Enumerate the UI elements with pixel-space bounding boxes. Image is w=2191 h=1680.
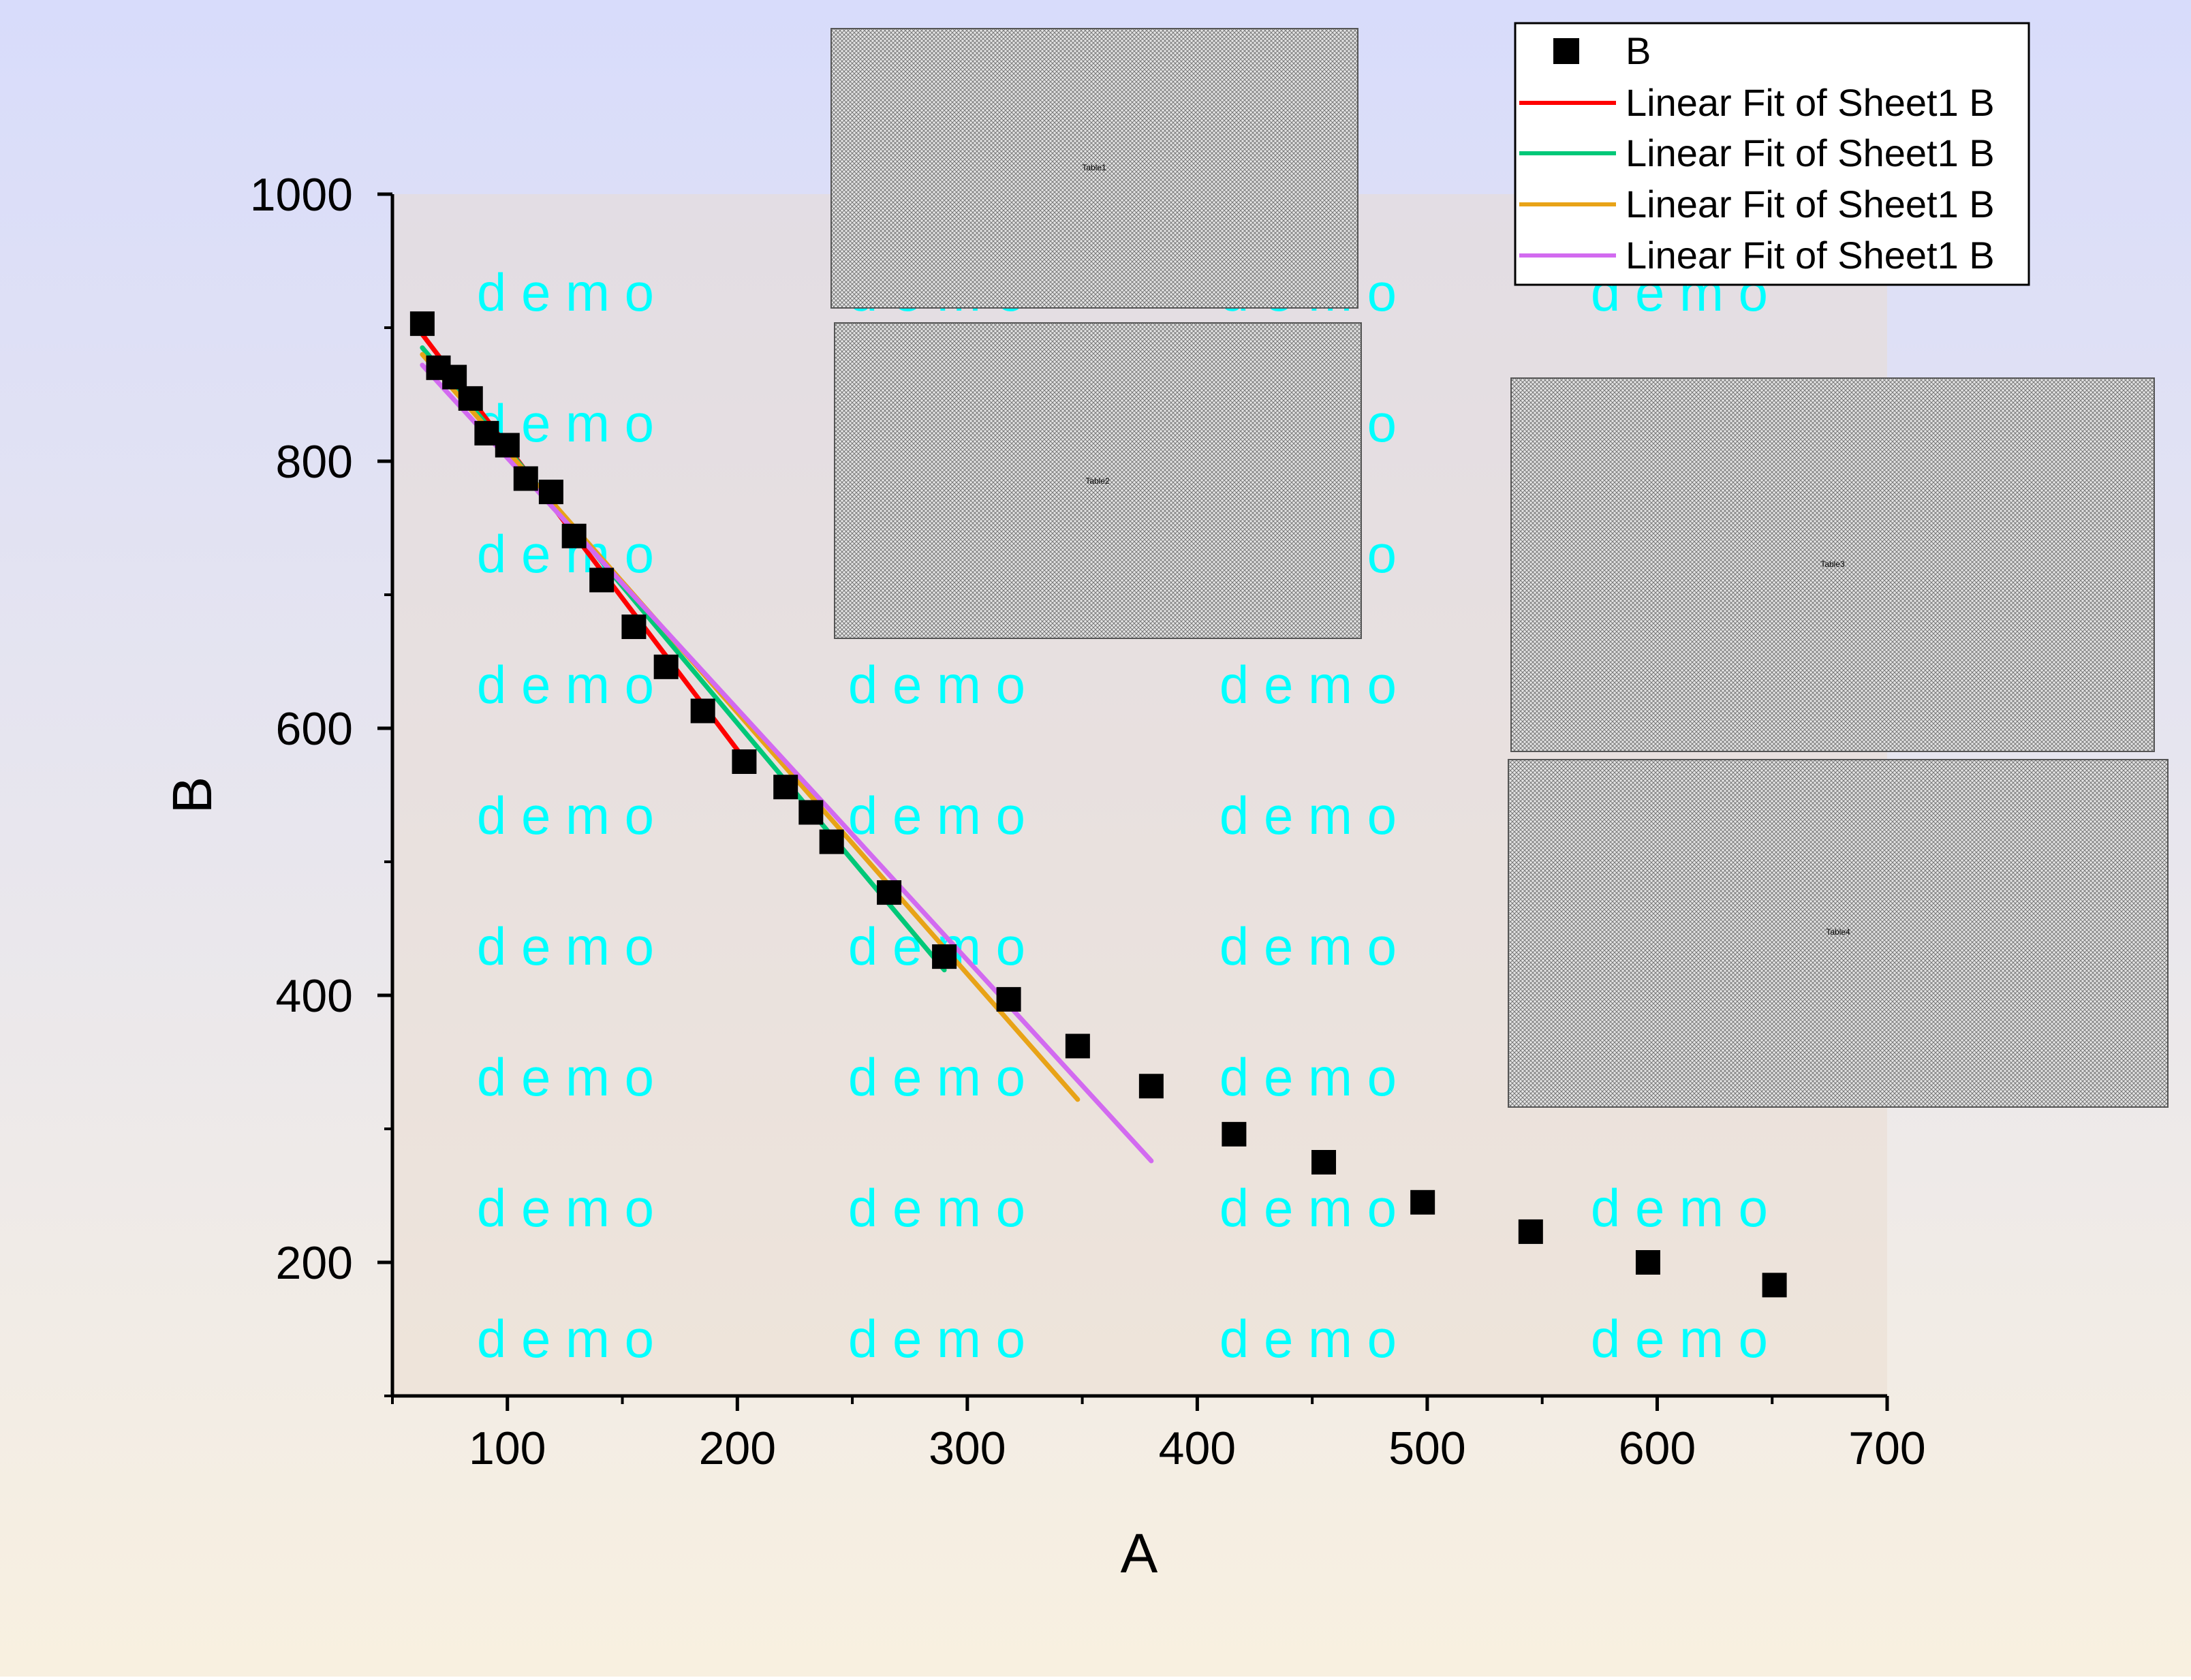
data-point (732, 749, 757, 774)
x-axis-label: A (1121, 1523, 1158, 1585)
x-tick-label: 500 (1388, 1422, 1465, 1474)
inset-table-2-label: Table2 (1085, 476, 1110, 486)
data-point (621, 615, 647, 640)
watermark-text: d e m o (1219, 1178, 1397, 1238)
watermark-text: d e m o (848, 655, 1025, 715)
watermark-text: d e m o (477, 1047, 654, 1107)
data-point (1222, 1121, 1247, 1147)
data-point (474, 420, 499, 446)
y-tick-label: 600 (276, 703, 353, 755)
legend-label-fit-1: Linear Fit of Sheet1 B (1626, 81, 1995, 124)
inset-tables: Table1 Table2 Table3 Table4 (830, 28, 2169, 1108)
watermark-text: d e m o (477, 785, 654, 845)
watermark-text: d e m o (848, 1178, 1025, 1238)
watermark-text: d e m o (1219, 655, 1397, 715)
data-point (1635, 1250, 1660, 1275)
watermark-text: d e m o (477, 1309, 654, 1369)
inset-table-2[interactable]: Table2 (834, 322, 1362, 639)
legend: B Linear Fit of Sheet1 B Linear Fit of S… (1514, 22, 2030, 286)
data-point (653, 654, 679, 679)
x-tick-label: 100 (469, 1422, 546, 1474)
watermark-text: d e m o (848, 785, 1025, 845)
inset-table-1-label: Table1 (1082, 163, 1106, 172)
watermark-text: d e m o (848, 1047, 1025, 1107)
data-point (1410, 1189, 1435, 1215)
data-point (932, 944, 957, 969)
data-point (1311, 1150, 1337, 1175)
data-point (996, 986, 1021, 1012)
data-point (458, 386, 483, 411)
data-point (409, 311, 435, 337)
y-tick-label: 200 (276, 1237, 353, 1289)
data-points (409, 311, 1787, 1298)
data-point (877, 880, 902, 905)
inset-table-3-label: Table3 (1820, 559, 1845, 569)
watermark-text: d e m o (1219, 785, 1397, 845)
data-point (442, 364, 467, 390)
watermark-text: d e m o (1591, 1309, 1768, 1369)
x-tick-label: 300 (929, 1422, 1006, 1474)
axes (390, 194, 1887, 1398)
legend-label-points: B (1626, 29, 1651, 72)
data-point (819, 829, 844, 854)
watermark-text: d e m o (1591, 1178, 1768, 1238)
data-point (589, 567, 615, 593)
data-point (690, 698, 715, 724)
legend-label-fit-4: Linear Fit of Sheet1 B (1626, 234, 1995, 277)
watermark-text: d e m o (477, 1178, 654, 1238)
x-tick-label: 400 (1159, 1422, 1236, 1474)
inset-table-4-label: Table4 (1826, 927, 1850, 937)
data-point (773, 775, 798, 800)
y-axis-label: B (161, 777, 223, 814)
watermark-text: d e m o (477, 916, 654, 976)
data-point (538, 480, 563, 505)
watermark-text: d e m o (1219, 916, 1397, 976)
watermark-text: d e m o (477, 262, 654, 322)
ticks: 100 200 300 400 500 600 700 200 400 600 800 1000 (250, 169, 1926, 1474)
legend-label-fit-2: Linear Fit of Sheet1 B (1626, 131, 1995, 174)
legend-marker-points (1553, 38, 1579, 64)
x-tick-label: 700 (1848, 1422, 1925, 1474)
x-tick-label: 600 (1619, 1422, 1696, 1474)
data-point (561, 523, 587, 548)
data-point (513, 466, 538, 491)
y-tick-label: 800 (276, 436, 353, 488)
inset-table-1[interactable]: Table1 (830, 28, 1358, 309)
x-tick-label: 200 (699, 1422, 776, 1474)
data-point (1762, 1273, 1787, 1298)
inset-table-4[interactable]: Table4 (1508, 759, 2169, 1108)
legend-label-fit-3: Linear Fit of Sheet1 B (1626, 183, 1995, 225)
watermark-text: d e m o (1219, 1047, 1397, 1107)
inset-table-3[interactable]: Table3 (1510, 377, 2155, 752)
watermark-text: d e m o (477, 655, 654, 715)
watermark-text: d e m o (848, 1309, 1025, 1369)
data-point (495, 433, 520, 458)
data-point (1138, 1074, 1164, 1099)
data-point (1518, 1219, 1543, 1244)
y-tick-label: 400 (276, 970, 353, 1022)
data-point (1065, 1033, 1090, 1059)
data-point (798, 800, 824, 825)
y-tick-label: 1000 (250, 169, 353, 221)
watermark-text: d e m o (1219, 1309, 1397, 1369)
